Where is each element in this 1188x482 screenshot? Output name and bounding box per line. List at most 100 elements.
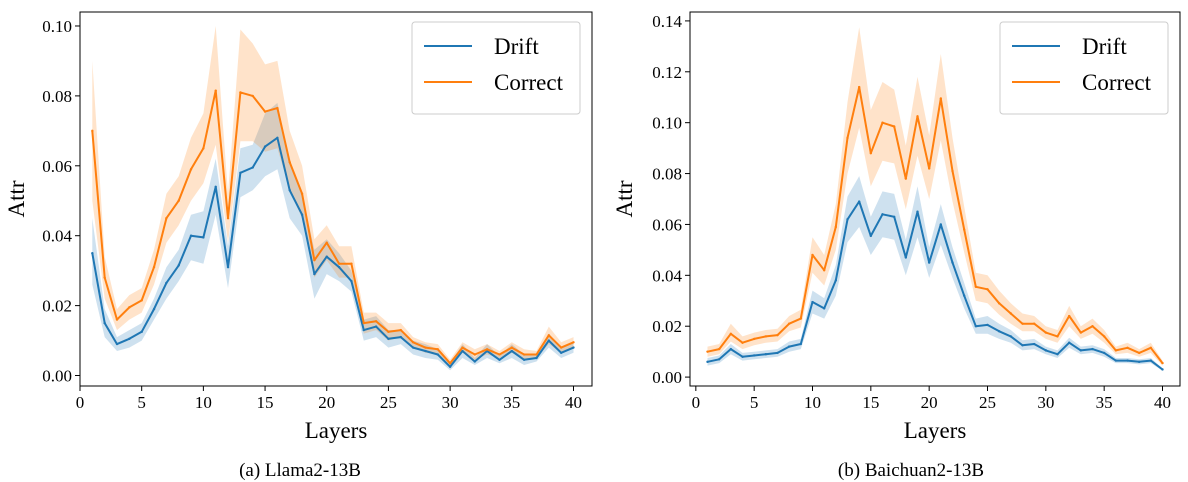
data-point-correct: [387, 330, 390, 334]
data-point-correct: [473, 353, 476, 356]
data-point-correct: [1102, 335, 1106, 338]
data-point-drift: [717, 358, 721, 361]
data-point-drift: [1126, 359, 1129, 362]
data-point-correct: [214, 89, 217, 92]
y-tick-label: 0.00: [42, 367, 72, 386]
data-point-correct: [904, 177, 908, 180]
data-point-drift: [857, 200, 861, 203]
x-tick-label: 10: [195, 393, 212, 412]
confidence-band-correct: [707, 27, 1163, 366]
data-point-correct: [857, 85, 861, 89]
data-point-drift: [535, 356, 538, 360]
data-point-correct: [362, 321, 365, 325]
plot-area-frame: [689, 11, 1181, 387]
data-point-drift: [374, 325, 378, 328]
data-point-correct: [741, 341, 744, 344]
data-point-correct: [547, 334, 551, 337]
confidence-band-correct: [92, 26, 574, 367]
x-tick-label: 5: [137, 393, 146, 412]
x-tick-label: 35: [503, 393, 520, 412]
data-point-drift: [387, 337, 390, 341]
data-point-drift: [177, 264, 180, 267]
x-tick-label: 30: [442, 393, 459, 412]
data-point-correct: [374, 320, 378, 323]
y-tick-label: 0.10: [42, 17, 72, 36]
data-point-correct: [559, 346, 563, 349]
data-point-drift: [951, 261, 954, 264]
legend-label-drift: Drift: [494, 34, 539, 59]
data-point-drift: [313, 272, 316, 276]
data-point-correct: [498, 353, 501, 356]
data-point-drift: [881, 213, 884, 216]
data-point-correct: [752, 337, 756, 341]
data-point-correct: [461, 346, 464, 349]
data-point-drift: [916, 210, 919, 213]
data-point-drift: [764, 352, 768, 356]
y-tick-label: 0.14: [652, 12, 682, 31]
data-point-correct: [226, 217, 230, 220]
y-axis-ticks: 0.00 0.02 0.04 0.06 0.08 0.10: [42, 17, 80, 386]
x-tick-label: 25: [380, 393, 397, 412]
data-point-correct: [288, 161, 291, 164]
data-point-correct: [834, 225, 838, 229]
data-point-correct: [951, 169, 954, 173]
data-point-correct: [974, 285, 978, 288]
data-point-drift: [939, 223, 943, 226]
chart-panel-llama2: 0 5 10 15 20 25 30 35 40 0.00 0.02 0.04 0.06 0.08 0.1…: [4, 11, 593, 481]
data-point-correct: [337, 262, 341, 265]
x-axis-label: Layers: [305, 418, 368, 443]
y-tick-label: 0.06: [652, 215, 682, 234]
data-point-drift: [461, 349, 464, 353]
chart-panel-baichuan2: 0 5 10 15 20 25 30 35 40 0.00 0.02 0.04 0.06 0.08 0.1…: [612, 11, 1181, 481]
data-point-correct: [251, 94, 254, 98]
legend-label-correct: Correct: [1082, 70, 1152, 95]
y-tick-label: 0.08: [42, 87, 72, 106]
data-point-drift: [189, 234, 193, 237]
data-point-drift: [997, 330, 1001, 333]
data-point-drift: [962, 294, 966, 297]
x-tick-label: 30: [1037, 393, 1054, 412]
data-point-drift: [411, 346, 415, 349]
data-point-drift: [1009, 335, 1013, 338]
confidence-bands: [92, 26, 574, 371]
data-point-drift: [214, 185, 217, 188]
data-point-correct: [1067, 314, 1071, 318]
data-point-correct: [729, 332, 733, 336]
data-point-drift: [350, 279, 353, 283]
data-point-correct: [892, 125, 896, 128]
data-point-drift: [165, 281, 168, 285]
data-point-correct: [986, 288, 989, 291]
data-point-correct: [485, 348, 489, 351]
data-point-drift: [547, 339, 551, 342]
data-point-correct: [706, 350, 709, 353]
x-tick-label: 10: [804, 393, 821, 412]
data-point-correct: [165, 217, 168, 220]
data-point-correct: [1149, 346, 1153, 350]
x-tick-label: 15: [862, 393, 879, 412]
legend: Drift Correct: [999, 21, 1169, 115]
y-tick-label: 0.00: [652, 368, 682, 387]
plot-area-frame: [79, 11, 593, 387]
data-point-drift: [1032, 342, 1036, 346]
data-point-correct: [776, 333, 779, 337]
data-point-correct: [799, 317, 803, 320]
data-point-correct: [881, 121, 884, 124]
data-point-correct: [869, 152, 873, 155]
data-point-correct: [1044, 331, 1048, 334]
y-tick-label: 0.12: [652, 63, 682, 82]
x-tick-label: 35: [1096, 393, 1113, 412]
data-point-correct: [1032, 322, 1036, 325]
y-axis-label: Attr: [4, 180, 29, 217]
x-tick-label: 25: [979, 393, 996, 412]
y-axis-label: Attr: [612, 180, 637, 217]
data-point-correct: [1009, 312, 1013, 315]
data-point-correct: [939, 97, 943, 100]
data-point-correct: [300, 192, 304, 195]
data-point-correct: [276, 106, 279, 110]
data-point-correct: [424, 346, 427, 349]
data-point-drift: [787, 345, 791, 348]
confidence-band-drift: [92, 102, 574, 371]
data-point-drift: [288, 189, 291, 192]
data-point-correct: [239, 91, 242, 94]
data-point-drift: [424, 349, 427, 353]
